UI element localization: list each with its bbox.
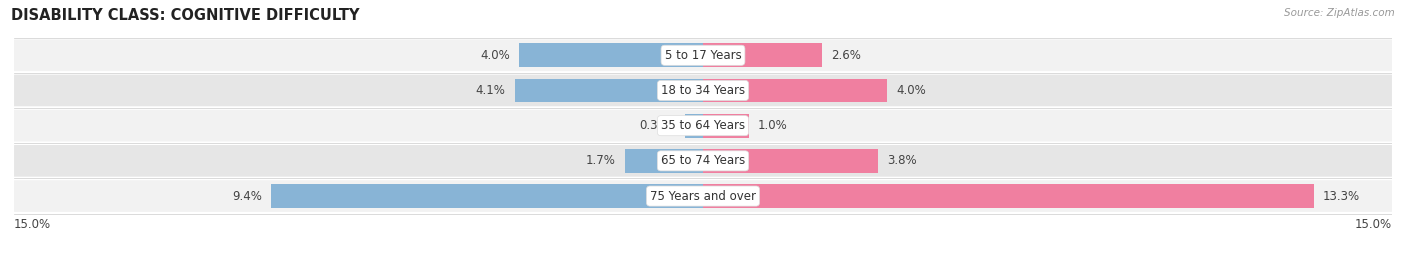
Text: 15.0%: 15.0% — [14, 218, 51, 231]
Text: Source: ZipAtlas.com: Source: ZipAtlas.com — [1284, 8, 1395, 18]
Text: 15.0%: 15.0% — [1355, 218, 1392, 231]
Text: 4.0%: 4.0% — [481, 49, 510, 62]
Bar — [703, 114, 749, 138]
Text: 0.39%: 0.39% — [638, 119, 676, 132]
Text: 9.4%: 9.4% — [232, 190, 262, 202]
Bar — [519, 43, 703, 67]
FancyBboxPatch shape — [14, 110, 1392, 141]
Bar — [703, 149, 877, 173]
Text: 2.6%: 2.6% — [831, 49, 862, 62]
Bar — [685, 114, 703, 138]
Text: 3.8%: 3.8% — [887, 154, 917, 167]
Text: 1.0%: 1.0% — [758, 119, 787, 132]
Bar — [703, 43, 823, 67]
Text: 13.3%: 13.3% — [1323, 190, 1360, 202]
Text: 4.0%: 4.0% — [896, 84, 925, 97]
FancyBboxPatch shape — [14, 145, 1392, 177]
Text: 5 to 17 Years: 5 to 17 Years — [665, 49, 741, 62]
FancyBboxPatch shape — [14, 180, 1392, 212]
Text: 35 to 64 Years: 35 to 64 Years — [661, 119, 745, 132]
Bar — [271, 184, 703, 208]
FancyBboxPatch shape — [14, 39, 1392, 71]
Text: 75 Years and over: 75 Years and over — [650, 190, 756, 202]
Text: 1.7%: 1.7% — [586, 154, 616, 167]
FancyBboxPatch shape — [14, 75, 1392, 106]
Text: 4.1%: 4.1% — [475, 84, 506, 97]
Text: 18 to 34 Years: 18 to 34 Years — [661, 84, 745, 97]
Text: 65 to 74 Years: 65 to 74 Years — [661, 154, 745, 167]
Bar — [515, 79, 703, 102]
Bar — [703, 184, 1313, 208]
Text: DISABILITY CLASS: COGNITIVE DIFFICULTY: DISABILITY CLASS: COGNITIVE DIFFICULTY — [11, 8, 360, 23]
Bar — [624, 149, 703, 173]
Bar — [703, 79, 887, 102]
